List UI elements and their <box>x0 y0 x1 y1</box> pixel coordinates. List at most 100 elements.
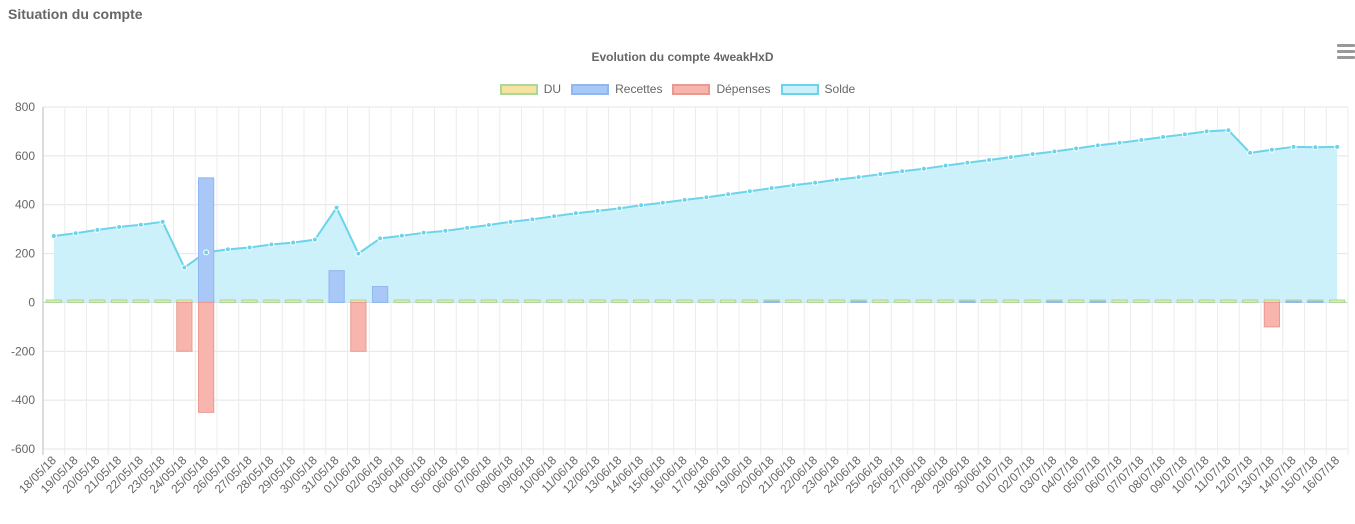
recettes-bar <box>959 300 976 303</box>
solde-point <box>507 218 514 225</box>
solde-point <box>920 165 927 172</box>
recettes-bar <box>850 300 867 303</box>
solde-point <box>290 239 297 246</box>
recettes-bar <box>1285 300 1302 303</box>
y-tick-label: 800 <box>15 100 35 114</box>
du-bar <box>154 299 171 303</box>
y-tick-label: 0 <box>28 295 35 309</box>
du-bar <box>654 299 671 303</box>
du-bar <box>676 299 693 303</box>
solde-point <box>1290 143 1297 150</box>
du-bar <box>567 299 584 303</box>
solde-point <box>485 221 492 228</box>
solde-point <box>1051 148 1058 155</box>
solde-point <box>1181 131 1188 138</box>
du-bar <box>306 299 323 303</box>
legend-item-depenses[interactable]: Dépenses <box>672 82 771 96</box>
du-bar <box>1155 299 1172 303</box>
legend-item-du[interactable]: DU <box>499 82 562 96</box>
solde-point <box>833 176 840 183</box>
solde-point <box>942 162 949 169</box>
solde-point <box>246 244 253 251</box>
solde-point <box>768 185 775 192</box>
legend-label-depenses: Dépenses <box>716 82 771 96</box>
du-bar <box>219 299 236 303</box>
du-bar <box>894 299 911 303</box>
solde-point <box>1073 145 1080 152</box>
y-tick-label: 200 <box>15 247 35 261</box>
legend-label-solde: Solde <box>824 82 856 96</box>
hamburger-menu-icon[interactable] <box>1337 44 1355 60</box>
du-bar <box>872 299 889 303</box>
solde-point <box>159 218 166 225</box>
y-tick-label: 400 <box>15 198 35 212</box>
recettes-bar <box>328 270 345 303</box>
solde-point <box>703 194 710 201</box>
legend-label-recettes: Recettes <box>615 82 663 96</box>
solde-point <box>1247 149 1254 156</box>
solde-point <box>116 223 123 230</box>
solde-area <box>53 130 1338 303</box>
solde-point <box>899 168 906 175</box>
solde-point <box>1334 143 1341 150</box>
solde-point <box>855 174 862 181</box>
legend-item-solde[interactable]: Solde <box>780 82 856 96</box>
du-bar <box>524 299 541 303</box>
legend-item-recettes[interactable]: Recettes <box>571 82 662 96</box>
du-bar <box>785 299 802 303</box>
du-bar <box>1024 299 1041 303</box>
solde-point <box>572 210 579 217</box>
solde-point <box>333 204 340 211</box>
du-bar <box>415 299 432 303</box>
solde-point <box>986 157 993 164</box>
solde-point <box>594 207 601 214</box>
du-bar <box>981 299 998 303</box>
depenses-bar <box>1263 301 1280 328</box>
solde-point <box>1138 136 1145 143</box>
du-bar <box>1002 299 1019 303</box>
solde-point <box>137 221 144 228</box>
du-bar <box>285 299 302 303</box>
du-bar <box>1176 299 1193 303</box>
solde-point <box>681 196 688 203</box>
legend-swatch-recettes <box>571 83 610 95</box>
solde-point <box>1203 128 1210 135</box>
recettes-bar <box>1307 300 1324 303</box>
du-bar <box>1220 299 1237 303</box>
du-bar <box>45 299 62 303</box>
legend-label-du: DU <box>543 82 562 96</box>
solde-point <box>1225 127 1232 134</box>
solde-point <box>659 199 666 206</box>
du-bar <box>132 299 149 303</box>
solde-point <box>1312 144 1319 151</box>
solde-point <box>812 179 819 186</box>
du-bar <box>1198 299 1215 303</box>
du-bar <box>1133 299 1150 303</box>
solde-point <box>420 229 427 236</box>
solde-point <box>877 171 884 178</box>
du-bar <box>111 299 128 303</box>
solde-point <box>464 224 471 231</box>
solde-point <box>551 213 558 220</box>
solde-point <box>725 191 732 198</box>
page-heading: Situation du compte <box>8 6 143 22</box>
du-bar <box>241 299 258 303</box>
legend-swatch-depenses <box>672 83 711 95</box>
solde-point <box>377 235 384 242</box>
du-bar <box>1242 299 1259 303</box>
du-bar <box>1068 299 1085 303</box>
solde-point <box>1268 146 1275 153</box>
chart-title: Evolution du compte 4weakHxD <box>591 50 774 64</box>
solde-point <box>94 226 101 233</box>
solde-point <box>1029 151 1036 158</box>
solde-line <box>53 129 1338 269</box>
recettes-bar <box>1046 300 1063 303</box>
solde-point <box>355 250 362 257</box>
recettes-bar <box>763 300 780 303</box>
du-bar <box>546 299 563 303</box>
du-bar <box>502 299 519 303</box>
solde-point <box>442 227 449 234</box>
du-bar <box>1111 299 1128 303</box>
recettes-bar <box>198 177 215 303</box>
depenses-bar <box>350 301 367 352</box>
